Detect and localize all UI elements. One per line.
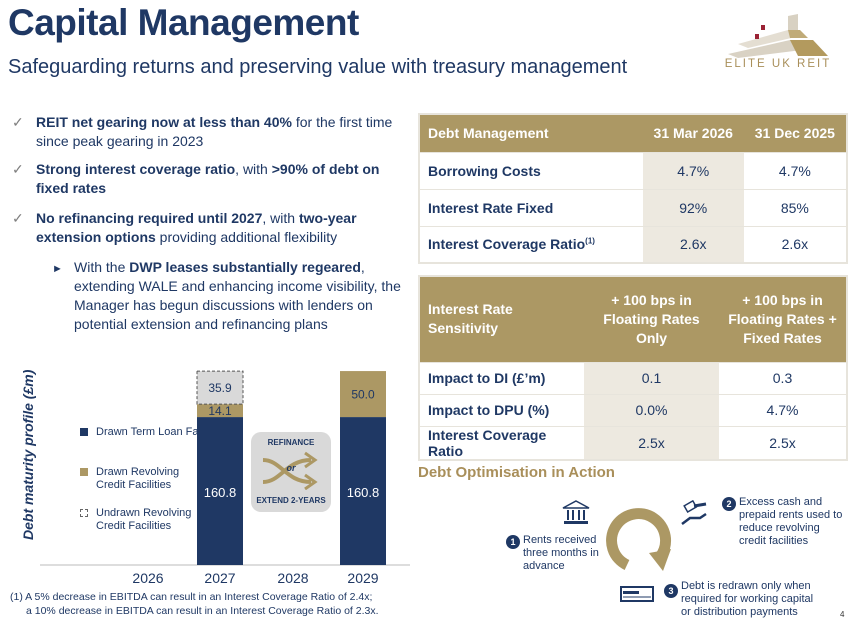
bar-2029-series-1 — [340, 371, 386, 418]
x-tick-label: 2027 — [204, 570, 236, 586]
bar-2027-series-0 — [197, 417, 243, 565]
page-number: 4 — [840, 610, 845, 619]
column-header: Interest Rate Sensitivity — [419, 276, 584, 362]
legend-item-undrawn-rcf: Undrawn Revolving Credit Facilities — [80, 507, 210, 533]
logo-text: ELITE UK REIT — [724, 58, 832, 70]
credit-card-icon — [620, 586, 654, 602]
debt-management-table: Debt Management 31 Mar 2026 31 Dec 2025 Bo… — [418, 113, 848, 264]
bullet-gearing: ✓ REIT net gearing now at less than 40% f… — [12, 114, 393, 149]
bar-2027-series-2 — [196, 370, 244, 405]
shuffle-arrows-icon — [262, 451, 318, 490]
bullet-refinancing: ✓ No refinancing required until 2027, wit… — [12, 210, 357, 245]
legend-item-term-loan: Drawn Term Loan Facilities — [80, 426, 228, 439]
cash-hand-icon — [681, 500, 707, 525]
legend-swatch — [80, 509, 88, 517]
bullet-coverage: ✓ Strong interest coverage ratio, with >9… — [12, 161, 380, 196]
column-header: 31 Mar 2026 — [642, 114, 744, 152]
column-header: + 100 bps in Floating Rates + Fixed Rate… — [719, 276, 847, 362]
bar-value-label: 35.9 — [208, 381, 232, 395]
footnote: (1) A 5% decrease in EBITDA can result i… — [10, 591, 379, 617]
check-icon: ✓ — [12, 210, 24, 226]
bank-icon — [562, 500, 590, 524]
table-row: Borrowing Costs 4.7% 4.7% — [419, 151, 847, 189]
bar-value-label: 50.0 — [351, 388, 375, 402]
step-2-text: Excess cash and prepaid rents used to re… — [739, 496, 843, 547]
logo — [728, 14, 828, 58]
page-title: Capital Management — [8, 2, 359, 43]
check-icon: ✓ — [12, 114, 24, 130]
bar-2029-series-0 — [340, 417, 386, 565]
step-number-2: 2 — [722, 497, 736, 511]
column-header: 31 Dec 2025 — [743, 114, 847, 152]
interest-rate-sensitivity-table: Interest Rate Sensitivity + 100 bps in Fl… — [418, 275, 848, 461]
x-tick-label: 2026 — [132, 570, 164, 586]
bar-value-label: 14.1 — [208, 404, 232, 418]
bar-value-label: 160.8 — [204, 485, 237, 500]
sub-bullet-dwp: ► With the DWP leases substantially regea… — [52, 259, 401, 332]
refinance-callout: REFINANCE or EXTEND 2-YEARS — [251, 432, 331, 512]
table-row: Interest Rate Fixed 92% 85% — [419, 188, 847, 226]
table-row: Impact to DI (£’m) 0.1 0.3 — [419, 361, 847, 394]
legend-swatch — [80, 468, 88, 476]
page-subtitle: Safeguarding returns and preserving valu… — [8, 56, 628, 78]
table-row: Interest Coverage Ratio 2.5x 2.5x — [419, 425, 847, 460]
column-header: Debt Management — [419, 114, 643, 152]
table-row: Interest Coverage Ratio(1) 2.6x 2.6x — [419, 225, 847, 263]
column-header: + 100 bps in Floating Rates Only — [584, 276, 719, 362]
debt-maturity-chart: 160.8 14.1 35.9 160.8 50.0 — [40, 370, 410, 566]
step-number-3: 3 — [664, 584, 678, 598]
bar-2027-series-1 — [197, 404, 243, 418]
bar-value-label: 160.8 — [347, 485, 380, 500]
cycle-arrow-icon — [606, 508, 672, 571]
optimisation-title: Debt Optimisation in Action — [418, 464, 615, 481]
step-3-text: Debt is redrawn only when required for w… — [681, 580, 814, 618]
table-row: Impact to DPU (%) 0.0% 4.7% — [419, 393, 847, 426]
check-icon: ✓ — [12, 161, 24, 177]
step-1-text: Rents received three months in advance — [523, 534, 599, 572]
step-number-1: 1 — [506, 535, 520, 549]
x-tick-label: 2028 — [277, 570, 309, 586]
legend-item-drawn-rcf: Drawn Revolving Credit Facilities — [80, 466, 210, 492]
triangle-bullet-icon: ► — [52, 263, 63, 275]
x-tick-label: 2029 — [347, 570, 379, 586]
legend-swatch — [80, 428, 88, 436]
